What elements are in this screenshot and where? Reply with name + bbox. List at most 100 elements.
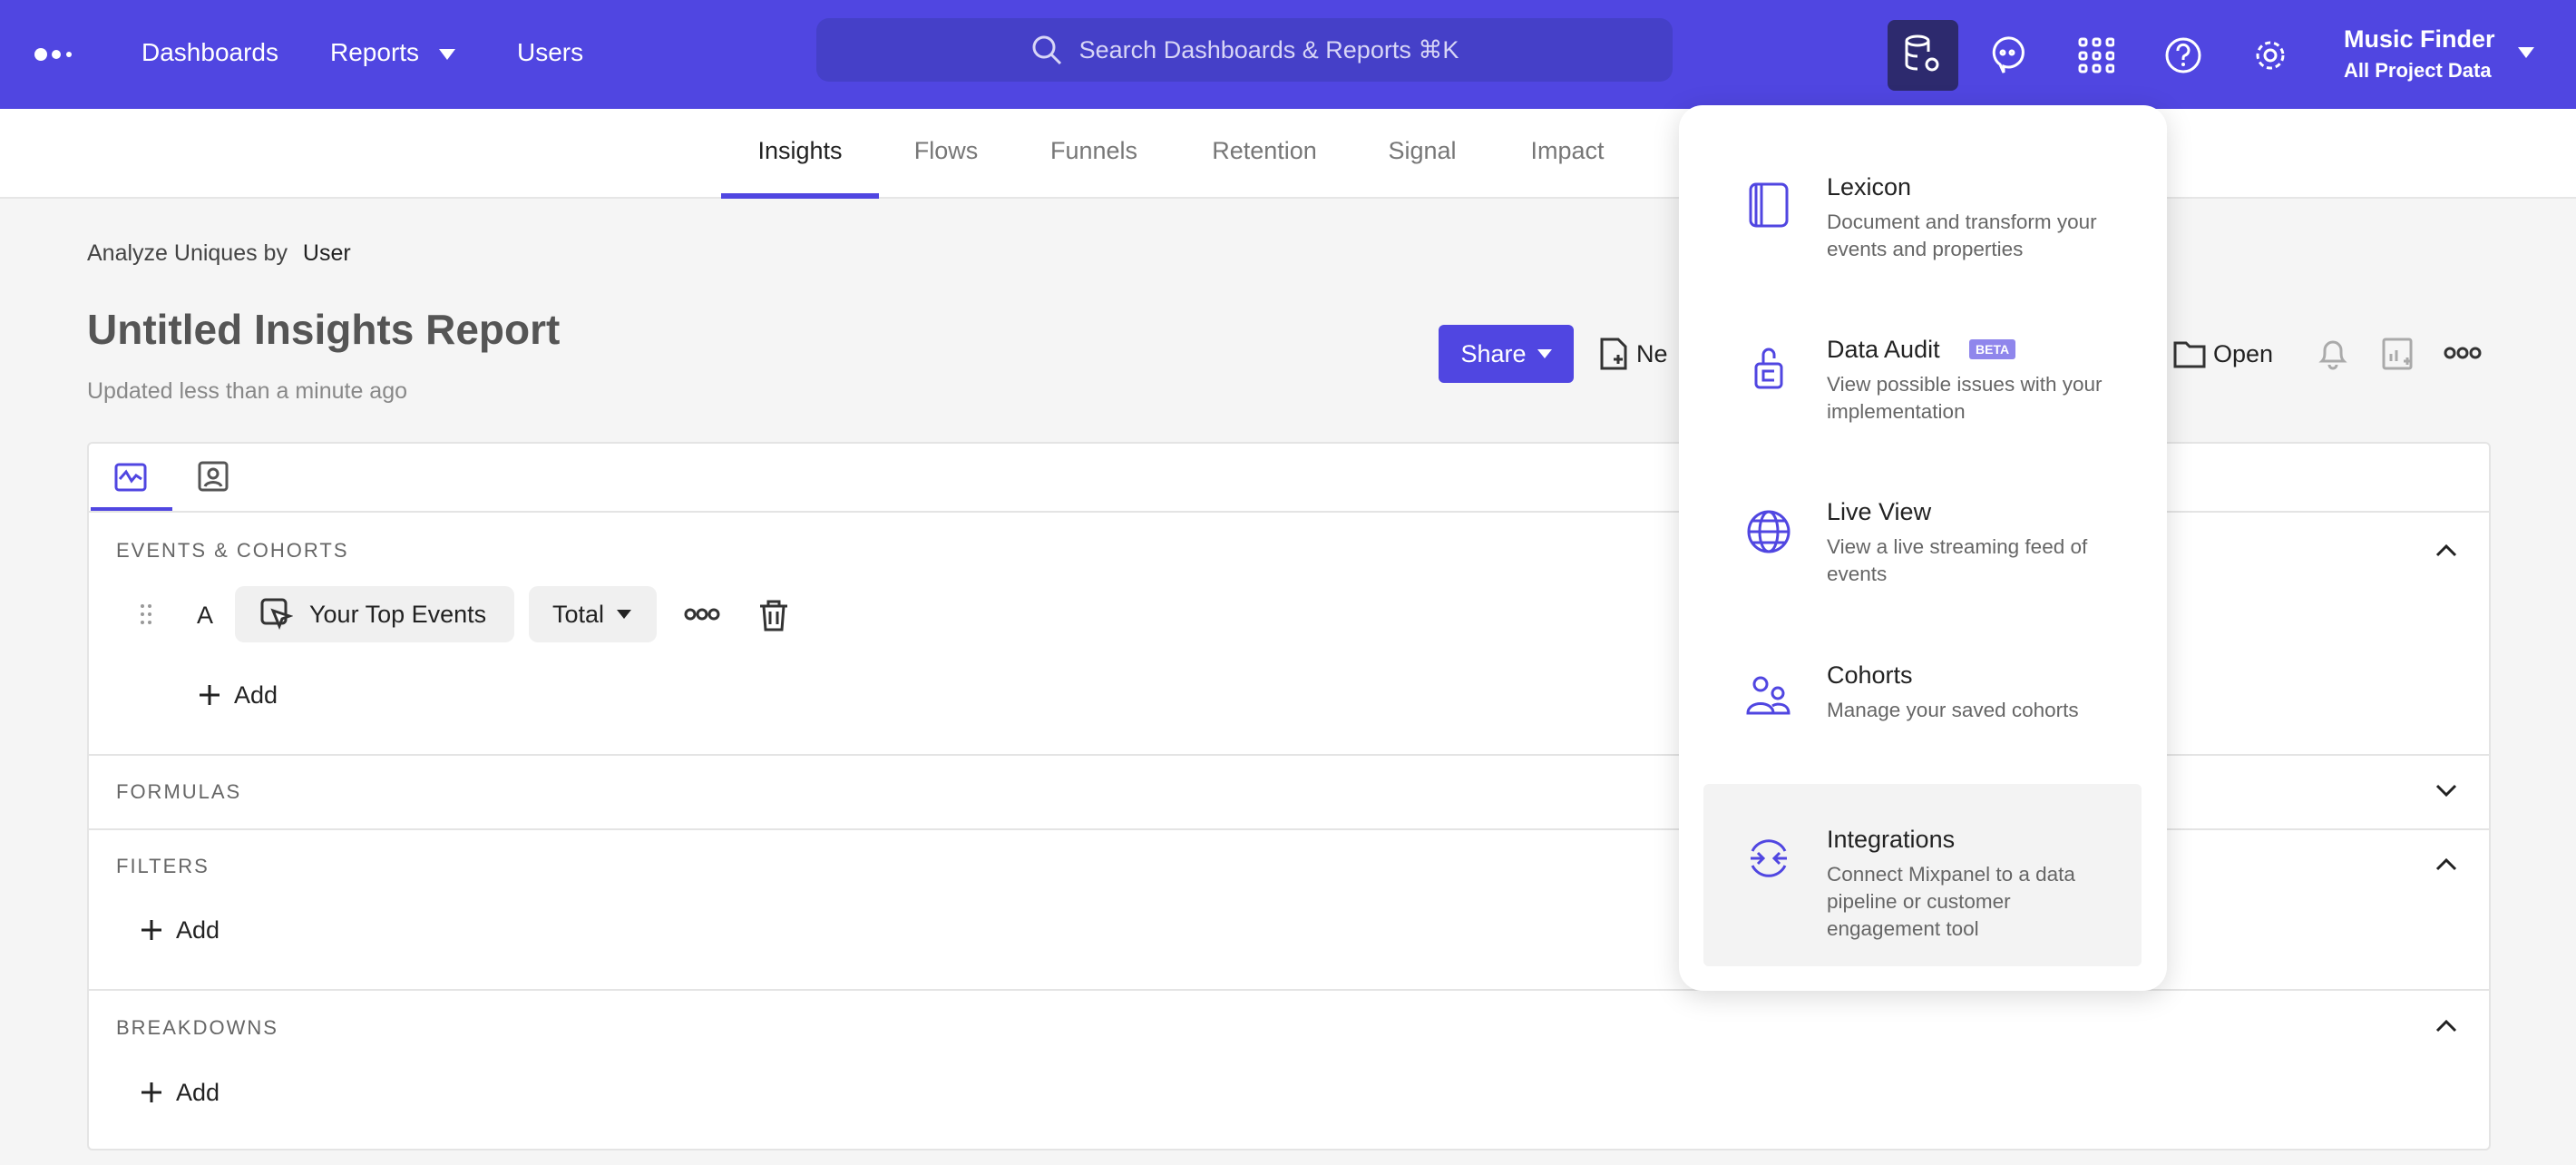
data-management-button[interactable] — [1888, 20, 1958, 91]
search-input[interactable]: Search Dashboards & Reports ⌘K — [816, 18, 1673, 82]
menu-item-description: Manage your saved cohorts — [1827, 699, 2079, 721]
add-label: Add — [176, 916, 220, 944]
project-selector[interactable]: Music Finder All Project Data — [2344, 25, 2495, 83]
event-selector[interactable]: Your Top Events — [235, 586, 514, 642]
add-alert-bell-icon[interactable] — [2317, 338, 2349, 370]
formulas-header[interactable]: FORMULAS — [116, 780, 242, 803]
menu-item-data-audit[interactable]: Data Audit BETA View possible issues wit… — [1703, 335, 2142, 453]
add-breakdown-button[interactable]: Add — [140, 1074, 220, 1111]
delete-trash-icon[interactable] — [758, 599, 789, 631]
help-icon — [2165, 37, 2201, 73]
add-event-button[interactable]: Add — [198, 677, 278, 713]
plus-icon — [141, 920, 161, 940]
cursor-click-icon — [260, 598, 293, 631]
project-caret-icon[interactable] — [2518, 47, 2534, 58]
cohorts-people-icon — [1746, 676, 1791, 715]
drag-handle-icon[interactable] — [140, 603, 152, 625]
plus-icon — [200, 685, 220, 705]
active-tab-indicator — [721, 193, 879, 199]
tab-retention[interactable]: Retention — [1212, 137, 1317, 164]
nav-reports[interactable]: Reports — [330, 38, 420, 66]
more-options-icon[interactable] — [2444, 347, 2482, 359]
menu-item-cohorts[interactable]: Cohorts Manage your saved cohorts — [1703, 661, 2142, 733]
tab-funnels[interactable]: Funnels — [1049, 137, 1138, 164]
data-audit-lock-icon — [1754, 348, 1783, 389]
filters-header: FILTERS — [116, 855, 210, 877]
divider — [88, 754, 2490, 756]
breakdowns-header: BREAKDOWNS — [116, 1016, 278, 1039]
share-label: Share — [1460, 339, 1527, 367]
insights-chart-tab-icon[interactable] — [114, 463, 147, 492]
menu-item-integrations[interactable]: Integrations Connect Mixpanel to a data … — [1703, 784, 2142, 966]
menu-item-title: Integrations — [1827, 826, 1956, 853]
menu-item-title: Data Audit — [1827, 336, 1940, 363]
search-icon — [1032, 35, 1061, 65]
menu-item-description: View a live streaming feed of events — [1827, 535, 2088, 585]
integrations-icon — [1751, 839, 1787, 877]
add-label: Add — [176, 1079, 220, 1106]
analyze-value[interactable]: User — [302, 240, 351, 266]
nav-users[interactable]: Users — [517, 38, 584, 66]
menu-item-description: Connect Mixpanel to a data pipeline or c… — [1827, 863, 2075, 940]
tab-insights[interactable]: Insights — [757, 137, 843, 164]
divider — [88, 511, 2490, 513]
event-more-icon[interactable] — [684, 608, 720, 621]
add-filter-button[interactable]: Add — [140, 912, 220, 948]
share-button[interactable]: Share — [1439, 325, 1574, 383]
open-folder-icon[interactable] — [2173, 339, 2206, 368]
chat-icon — [1992, 36, 2025, 73]
add-to-dashboard-icon[interactable] — [2382, 338, 2415, 370]
chat-button[interactable] — [1972, 20, 2043, 91]
event-name: Your Top Events — [309, 600, 487, 628]
divider — [88, 989, 2490, 991]
series-letter: A — [197, 602, 214, 629]
analyze-label: Analyze Uniques by — [87, 240, 288, 266]
divider — [88, 828, 2490, 830]
database-gear-icon — [1905, 34, 1939, 72]
new-report-label[interactable]: Ne — [1636, 340, 1668, 367]
nav-dashboards[interactable]: Dashboards — [141, 38, 278, 66]
plus-icon — [141, 1082, 161, 1102]
menu-item-title: Live View — [1827, 498, 1932, 525]
menu-item-lexicon[interactable]: Lexicon Document and transform your even… — [1703, 172, 2142, 272]
menu-item-description: Document and transform your events and p… — [1827, 210, 2097, 260]
mixpanel-logo-icon[interactable] — [34, 47, 76, 62]
measure-selector[interactable]: Total — [529, 586, 657, 642]
measure-caret-icon — [617, 610, 632, 619]
globe-icon — [1747, 510, 1791, 553]
tab-signal[interactable]: Signal — [1388, 137, 1457, 164]
menu-item-live-view[interactable]: Live View View a live streaming feed of … — [1703, 497, 2142, 597]
settings-icon — [2256, 41, 2285, 70]
collapse-chevron-up-icon[interactable] — [2435, 853, 2458, 876]
analyze-by: Analyze Uniques by User — [87, 240, 351, 267]
lexicon-book-icon — [1749, 182, 1789, 228]
beta-badge: BETA — [1969, 339, 2016, 359]
menu-item-description: View possible issues with your implement… — [1827, 373, 2103, 423]
project-name: Music Finder — [2344, 25, 2495, 53]
help-button[interactable] — [2148, 20, 2219, 91]
user-profile-tab-icon[interactable] — [198, 461, 229, 492]
card-tab-indicator — [91, 507, 172, 511]
search-placeholder: Search Dashboards & Reports ⌘K — [1078, 35, 1459, 64]
measure-value: Total — [552, 600, 605, 628]
collapse-chevron-up-icon[interactable] — [2435, 1014, 2458, 1038]
new-report-icon[interactable] — [1600, 338, 1627, 370]
tab-flows[interactable]: Flows — [913, 137, 979, 164]
apps-button[interactable] — [2061, 20, 2132, 91]
updated-status: Updated less than a minute ago — [87, 378, 408, 404]
menu-item-title: Cohorts — [1827, 661, 1913, 689]
menu-item-title: Lexicon — [1827, 173, 1912, 201]
reports-caret-icon[interactable] — [439, 49, 455, 60]
open-button[interactable]: Open — [2213, 340, 2274, 367]
project-scope: All Project Data — [2344, 59, 2492, 82]
expand-chevron-down-icon[interactable] — [2435, 778, 2458, 802]
events-cohorts-header: EVENTS & COHORTS — [116, 539, 349, 562]
top-navigation-bar: Dashboards Reports Users Search Dashboar… — [0, 0, 2576, 109]
add-label: Add — [234, 681, 278, 709]
apps-grid-icon — [2078, 37, 2114, 73]
tab-impact[interactable]: Impact — [1530, 137, 1605, 164]
share-caret-icon — [1537, 349, 1552, 358]
collapse-chevron-up-icon[interactable] — [2435, 539, 2458, 563]
settings-button[interactable] — [2235, 20, 2306, 91]
report-title[interactable]: Untitled Insights Report — [87, 306, 561, 353]
